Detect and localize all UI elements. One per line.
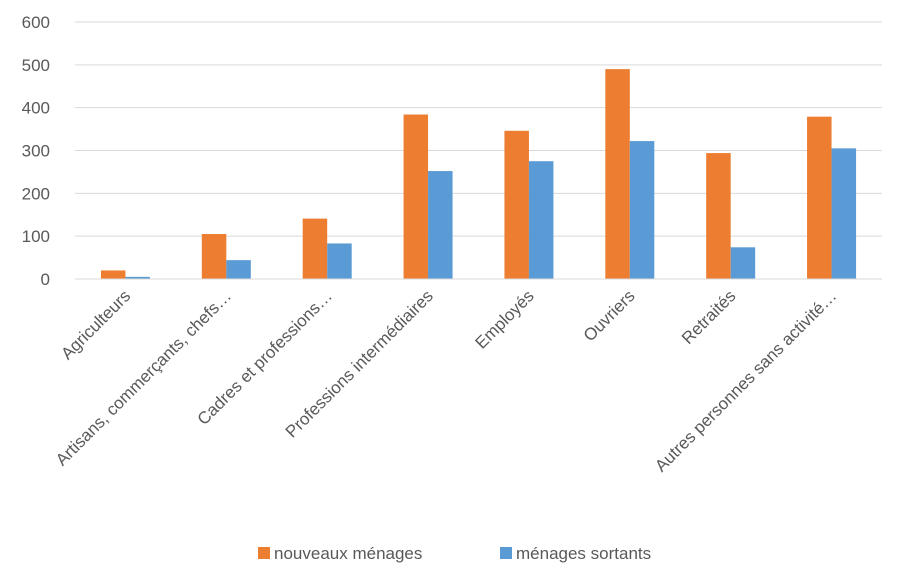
bar-nouveaux-menages [706,153,731,279]
legend-swatch-menages-sortants [500,547,512,559]
bar-menages-sortants [831,148,857,279]
bar-menages-sortants [125,276,150,279]
y-tick-label: 200 [22,184,50,203]
bar-menages-sortants [528,161,554,279]
category-label: Retraités [678,286,740,348]
y-tick-label: 600 [22,13,50,32]
bar-nouveaux-menages [403,114,429,280]
bar-menages-sortants [629,141,655,279]
legend-swatch-nouveaux-menages [258,547,270,559]
bar-menages-sortants [428,171,453,279]
gridlines [75,21,882,237]
category-label: Employés [472,286,538,352]
y-tick-label: 400 [22,99,50,118]
category-label: Ouvriers [580,286,639,345]
legend-label-nouveaux-menages: nouveaux ménages [274,544,422,563]
bar-menages-sortants [226,260,251,279]
legend: nouveaux ménages ménages sortants [258,544,651,563]
y-tick-label: 500 [22,56,50,75]
category-label: Agriculteurs [57,286,134,363]
bars [100,69,857,280]
bar-nouveaux-menages [201,234,227,279]
category-label: Artisans, commerçants, chefs… [52,286,235,469]
bar-menages-sortants [730,247,756,279]
bar-nouveaux-menages [605,69,630,279]
legend-label-menages-sortants: ménages sortants [516,544,651,563]
y-tick-label: 300 [22,142,50,161]
y-tick-label: 100 [22,227,50,246]
bar-nouveaux-menages [504,130,529,279]
bar-nouveaux-menages [100,270,126,279]
bar-nouveaux-menages [807,116,832,279]
bar-menages-sortants [327,243,352,279]
y-tick-label: 0 [41,270,50,289]
bar-nouveaux-menages [302,218,328,279]
category-label: Autres personnes sans activité… [651,286,840,475]
y-axis-ticks: 0 100 200 300 400 500 600 [22,13,50,289]
